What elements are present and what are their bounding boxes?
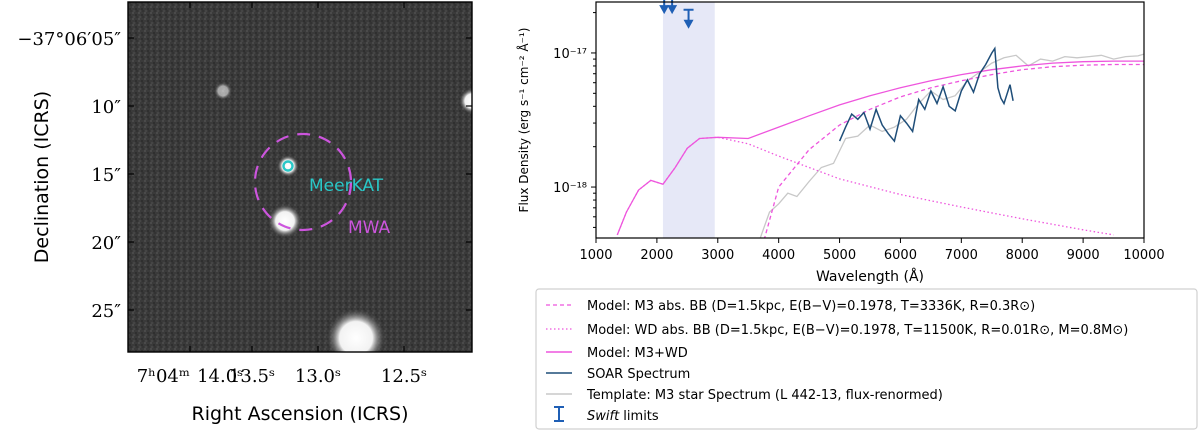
legend-label-template: Template: M3 star Spectrum (L 442-13, fl… bbox=[586, 388, 943, 403]
dec-tick-label: 25″ bbox=[91, 301, 121, 322]
legend-label-swift-italic: Swift bbox=[587, 409, 620, 424]
star-source bbox=[459, 88, 472, 114]
series-soar-spectrum bbox=[838, 46, 1014, 143]
x-tick-label: 10000 bbox=[1123, 248, 1164, 263]
dec-tick-label: 15″ bbox=[91, 165, 121, 186]
star-source bbox=[214, 82, 232, 100]
swift-limit-arrow bbox=[659, 5, 670, 15]
ra-tick-marks bbox=[189, 2, 405, 352]
x-tick-label: 4000 bbox=[762, 248, 795, 263]
y-tick-label: 10⁻¹⁷ bbox=[553, 47, 587, 62]
ra-tick-label: 13.5ˢ bbox=[229, 366, 275, 387]
dec-tick-label: 20″ bbox=[91, 233, 121, 254]
ra-tick-label: 12.5ˢ bbox=[381, 366, 427, 387]
x-tick-label: 7000 bbox=[945, 248, 978, 263]
image-frame bbox=[127, 1, 473, 353]
mwa-error-circle bbox=[253, 132, 353, 232]
sky-sources bbox=[214, 82, 472, 352]
legend-label-soar: SOAR Spectrum bbox=[587, 367, 690, 382]
spectrum-chart: 1000 2000 3000 4000 5000 6000 7000 8000 9000 1000… bbox=[516, 0, 1165, 285]
x-axis-ticks: 1000 2000 3000 4000 5000 6000 7000 8000 9000 1000… bbox=[579, 238, 1165, 263]
series-layer bbox=[616, 46, 1144, 238]
x-tick-label: 8000 bbox=[1006, 248, 1039, 263]
mwa-label: MWA bbox=[348, 218, 391, 238]
x-tick-label: 5000 bbox=[823, 248, 856, 263]
legend-label-model-sum: Model: M3+WD bbox=[587, 346, 688, 361]
series-model-sum bbox=[616, 60, 1144, 236]
legend-box bbox=[535, 288, 1198, 430]
x-tick-label: 2000 bbox=[640, 248, 673, 263]
swift-limit-arrow bbox=[683, 19, 694, 29]
plot-frame bbox=[595, 1, 1145, 239]
legend-label-model-m3: Model: M3 abs. BB (D=1.5kpc, E(B−V)=0.19… bbox=[587, 299, 1035, 314]
x-tick-label: 3000 bbox=[701, 248, 734, 263]
chart-xlabel: Wavelength (Å) bbox=[816, 268, 924, 285]
x-tick-label: 9000 bbox=[1067, 248, 1100, 263]
sky-image-panel: MeerKAT MWA −37°06′05″ 10″ 15″ 20″ 25″ 7… bbox=[17, 1, 473, 425]
y-tick-label: 10⁻¹⁸ bbox=[553, 181, 587, 196]
swift-uv-band bbox=[662, 2, 715, 238]
star-source bbox=[277, 155, 299, 177]
ra-tick-label: 7ʰ04ᵐ 14.0ˢ bbox=[137, 366, 244, 387]
dec-tick-label: 10″ bbox=[91, 97, 121, 118]
image-xlabel: Right Ascension (ICRS) bbox=[192, 403, 409, 425]
x-tick-label: 1000 bbox=[579, 248, 612, 263]
legend-label-swift: Swift limits bbox=[587, 409, 659, 424]
x-tick-label: 6000 bbox=[884, 248, 917, 263]
legend-label-swift-rest: limits bbox=[619, 409, 659, 424]
swift-upper-limit bbox=[667, 0, 678, 15]
meerkat-label: MeerKAT bbox=[309, 176, 384, 196]
swift-upper-limit bbox=[659, 0, 670, 15]
chart-ylabel: Flux Density (erg s⁻¹ cm⁻² Å⁻¹) bbox=[516, 28, 531, 213]
meerkat-position-marker bbox=[282, 160, 294, 172]
legend-swatch-swift bbox=[554, 406, 564, 422]
y-axis-ticks: 10⁻¹⁸ 10⁻¹⁷ bbox=[553, 12, 596, 228]
star-source bbox=[326, 308, 386, 352]
swift-upper-limit bbox=[683, 8, 694, 29]
legend-label-model-wd: Model: WD abs. BB (D=1.5kpc, E(B−V)=0.19… bbox=[587, 323, 1128, 338]
series-template-spectrum bbox=[759, 53, 1144, 238]
legend: Model: M3 abs. BB (D=1.5kpc, E(B−V)=0.19… bbox=[535, 288, 1198, 430]
swift-limits-layer bbox=[659, 0, 694, 29]
star-source bbox=[268, 204, 302, 238]
dec-tick-label: −37°06′05″ bbox=[17, 29, 121, 50]
dec-tick-marks bbox=[128, 37, 472, 311]
swift-limit-arrow bbox=[667, 5, 678, 15]
sky-image bbox=[128, 2, 472, 352]
image-ylabel: Declination (ICRS) bbox=[31, 91, 53, 263]
ra-tick-label: 13.0ˢ bbox=[295, 366, 341, 387]
